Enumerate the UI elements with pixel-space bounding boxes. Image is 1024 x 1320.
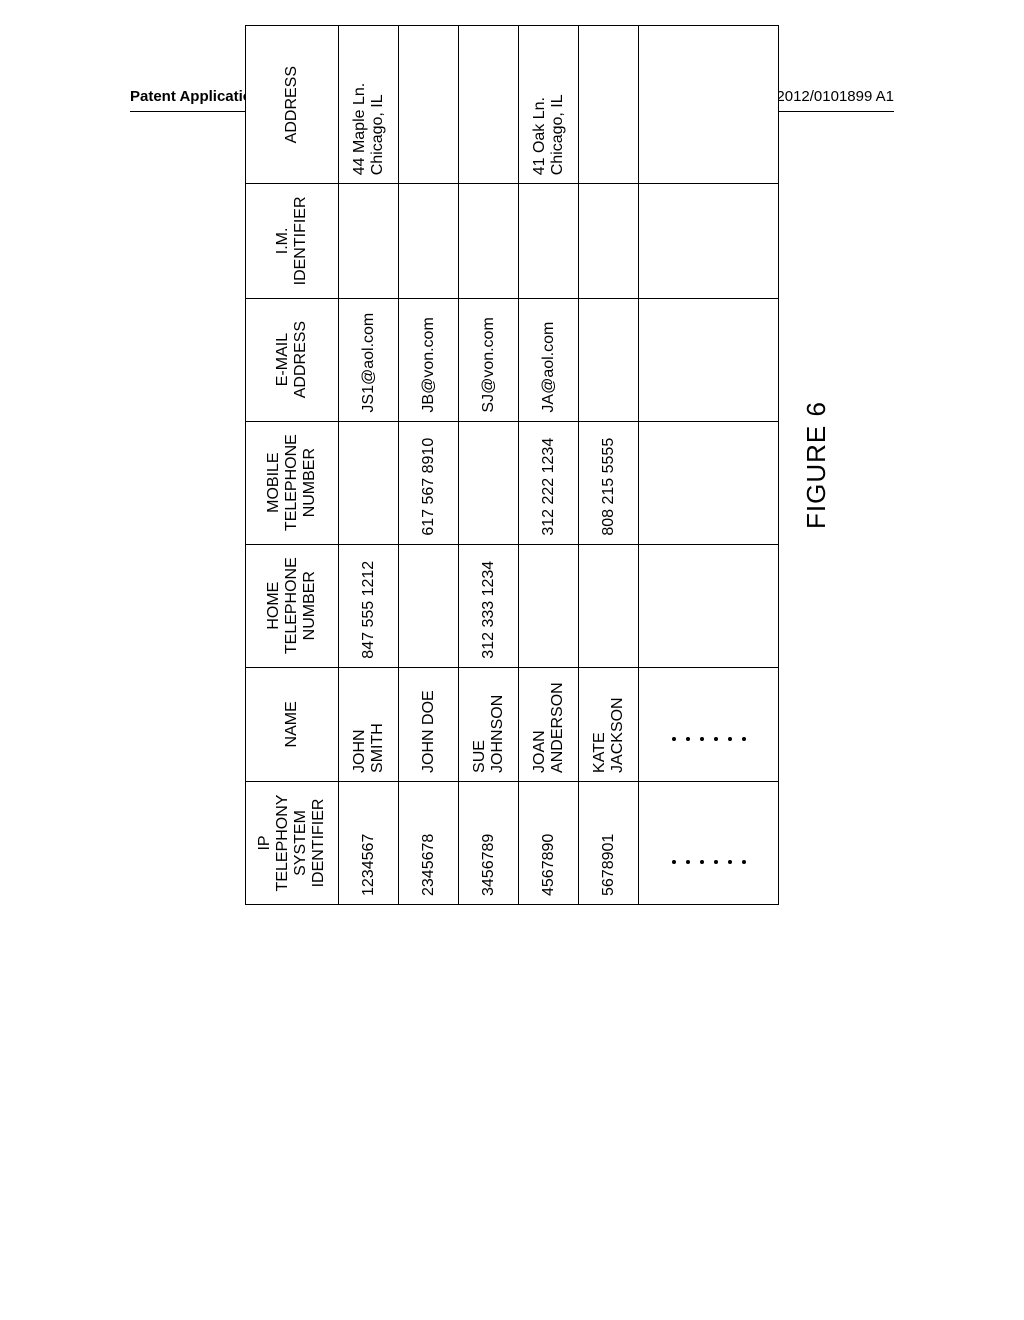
dots-cell [639,544,779,667]
dots-cell [639,667,779,781]
cell-id: 4567890 [519,781,579,904]
cell-id: 5678901 [579,781,639,904]
col-header-home: HOME TELEPHONE NUMBER [246,544,339,667]
continuation-dot-icon [672,737,676,741]
col-header-name: NAME [246,667,339,781]
dots-cell [639,781,779,904]
table-header-row: IP TELEPHONY SYSTEM IDENTIFIER NAME HOME… [246,26,339,905]
dots-cell [639,421,779,544]
cell-email [579,298,639,421]
dots-cell [639,184,779,298]
cell-im [519,184,579,298]
cell-address: 41 Oak Ln. Chicago, IL [519,26,579,184]
cell-id: 1234567 [339,781,399,904]
data-table: IP TELEPHONY SYSTEM IDENTIFIER NAME HOME… [245,25,779,905]
table-row: 1234567JOHN SMITH847 555 1212 JS1@aol.com… [339,26,399,905]
col-header-mobile: MOBILE TELEPHONE NUMBER [246,421,339,544]
cell-home [519,544,579,667]
cell-name: JOHN DOE [399,667,459,781]
cell-address [459,26,519,184]
cell-name: JOAN ANDERSON [519,667,579,781]
cell-id: 2345678 [399,781,459,904]
table-row: 4567890JOAN ANDERSON 312 222 1234JA@aol.c… [519,26,579,905]
continuation-dot-icon [728,860,732,864]
cell-im [399,184,459,298]
cell-mobile: 808 215 5555 [579,421,639,544]
cell-im [459,184,519,298]
cell-home: 312 333 1234 [459,544,519,667]
figure-rotated-container: IP TELEPHONY SYSTEM IDENTIFIER NAME HOME… [165,155,765,775]
col-header-im: I.M. IDENTIFIER [246,184,339,298]
continuation-dot-icon [742,860,746,864]
cell-mobile: 617 567 8910 [399,421,459,544]
continuation-dot-icon [728,737,732,741]
figure-caption: FIGURE 6 [801,25,832,905]
cell-im [579,184,639,298]
continuation-dot-icon [672,860,676,864]
cell-name: SUE JOHNSON [459,667,519,781]
cell-mobile: 312 222 1234 [519,421,579,544]
table-continuation-row [639,26,779,905]
col-header-ip-id: IP TELEPHONY SYSTEM IDENTIFIER [246,781,339,904]
table-row: 2345678JOHN DOE 617 567 8910JB@von.com [399,26,459,905]
continuation-dot-icon [714,737,718,741]
dots-cell [639,298,779,421]
cell-im [339,184,399,298]
cell-name: KATE JACKSON [579,667,639,781]
cell-address: 44 Maple Ln. Chicago, IL [339,26,399,184]
cell-email: JA@aol.com [519,298,579,421]
cell-email: JS1@aol.com [339,298,399,421]
cell-home [579,544,639,667]
cell-mobile [459,421,519,544]
table-row: 5678901KATE JACKSON 808 215 5555 [579,26,639,905]
continuation-dot-icon [700,860,704,864]
continuation-dot-icon [700,737,704,741]
cell-email: SJ@von.com [459,298,519,421]
cell-mobile [339,421,399,544]
continuation-dot-icon [686,737,690,741]
continuation-dot-icon [686,860,690,864]
cell-id: 3456789 [459,781,519,904]
col-header-address: ADDRESS [246,26,339,184]
cell-address [579,26,639,184]
dots-cell [639,26,779,184]
col-header-email: E-MAIL ADDRESS [246,298,339,421]
continuation-dot-icon [742,737,746,741]
cell-name: JOHN SMITH [339,667,399,781]
cell-home: 847 555 1212 [339,544,399,667]
cell-home [399,544,459,667]
cell-email: JB@von.com [399,298,459,421]
cell-address [399,26,459,184]
continuation-dot-icon [714,860,718,864]
table-row: 3456789SUE JOHNSON312 333 1234 SJ@von.com [459,26,519,905]
